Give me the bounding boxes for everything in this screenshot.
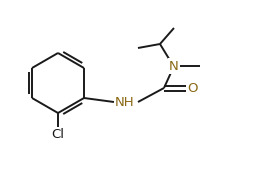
Text: NH: NH (115, 95, 135, 109)
Text: Cl: Cl (52, 128, 65, 141)
Text: O: O (188, 82, 198, 95)
Text: N: N (169, 60, 179, 73)
